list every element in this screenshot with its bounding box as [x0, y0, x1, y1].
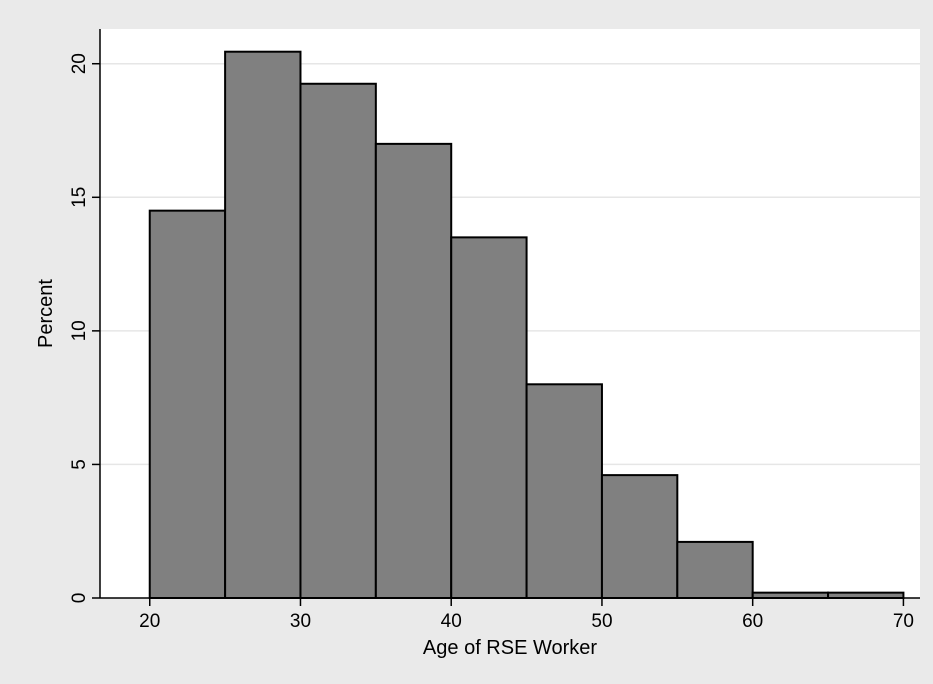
y-tick-label: 15 [69, 187, 90, 208]
y-tick-label: 0 [69, 593, 90, 604]
histogram-bar-9 [751, 591, 830, 600]
x-tick-label: 50 [591, 611, 612, 632]
y-tick-label: 20 [69, 53, 90, 74]
y-axis-title: Percent [35, 279, 57, 348]
histogram-bar-10 [827, 591, 905, 600]
histogram-bar-7 [600, 474, 679, 599]
histogram-bar-1 [148, 209, 227, 599]
x-tick-label: 30 [290, 611, 311, 632]
axes: 0 5 10 15 20 20 30 40 50 60 70 [69, 29, 920, 632]
y-tick-label: 10 [69, 320, 90, 341]
histogram-bar-4 [374, 142, 453, 600]
histogram-bar-2 [224, 50, 302, 600]
x-tick-label: 70 [893, 611, 914, 632]
histogram-bar-3 [299, 82, 377, 599]
x-tick-label: 40 [441, 611, 462, 632]
histogram-bars [148, 50, 905, 600]
y-tick-label: 5 [69, 459, 90, 470]
histogram-bar-5 [450, 236, 528, 599]
histogram-bar-8 [676, 540, 754, 600]
histogram-bar-6 [525, 383, 603, 599]
x-axis-title: Age of RSE Worker [423, 637, 597, 659]
x-tick-label: 60 [742, 611, 763, 632]
x-tick-label: 20 [139, 611, 160, 632]
